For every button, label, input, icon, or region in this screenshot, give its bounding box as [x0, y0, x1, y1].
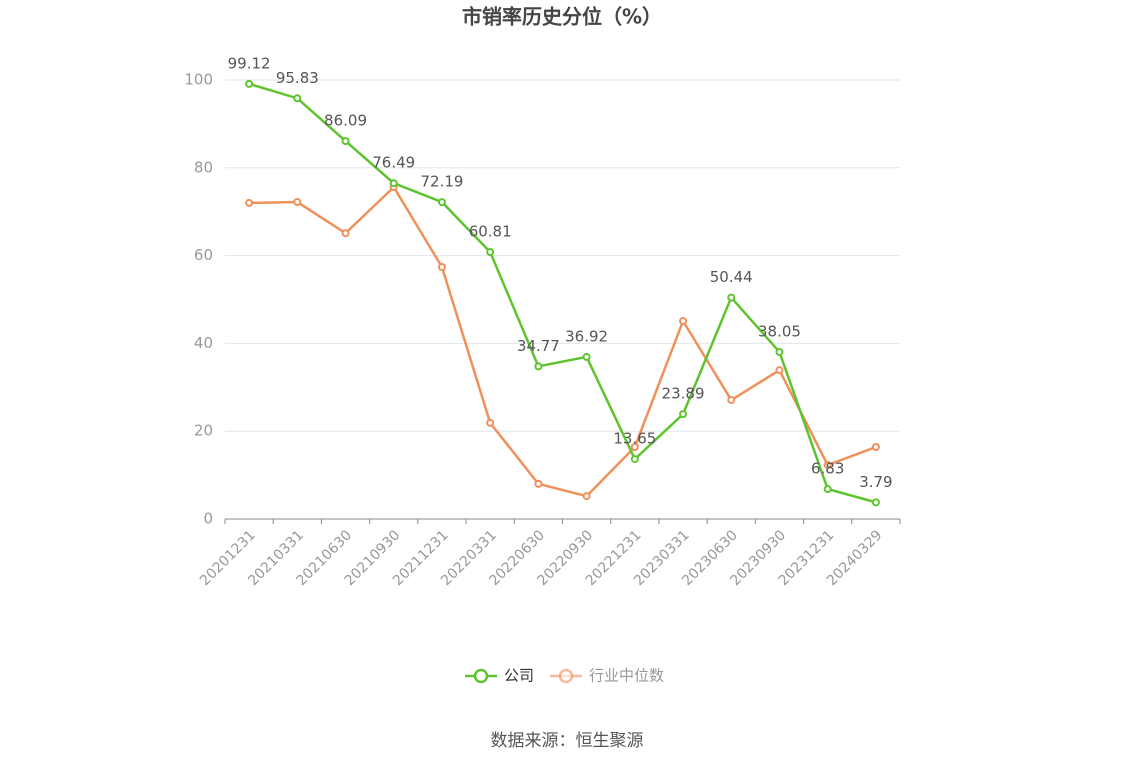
legend-marker [473, 668, 489, 684]
data-point [534, 479, 543, 488]
data-point [775, 366, 784, 375]
data-label: 38.05 [758, 322, 801, 340]
data-point [871, 498, 880, 507]
data-label: 95.83 [276, 69, 319, 87]
data-label: 13.65 [613, 430, 656, 448]
data-point [534, 362, 543, 371]
data-point [582, 492, 591, 501]
legend-marker [558, 668, 574, 684]
data-label: 6.83 [811, 460, 844, 478]
data-label: 99.12 [228, 54, 271, 72]
data-point [245, 79, 254, 88]
data-point [727, 396, 736, 405]
data-label: 76.49 [372, 154, 415, 172]
data-point [486, 418, 495, 427]
y-tick-label: 100 [184, 71, 213, 89]
y-tick-label: 60 [194, 246, 213, 264]
data-point [775, 347, 784, 356]
data-point [823, 485, 832, 494]
data-point [727, 293, 736, 302]
data-point [293, 94, 302, 103]
series-line [248, 82, 877, 504]
data-point [486, 248, 495, 257]
data-point [630, 455, 639, 464]
data-point [437, 263, 446, 272]
data-point [679, 317, 688, 326]
data-point [630, 443, 639, 452]
data-point [245, 198, 254, 207]
data-label: 36.92 [565, 327, 608, 345]
y-tick-label: 20 [194, 422, 213, 440]
data-point [823, 461, 832, 470]
data-point [679, 410, 688, 419]
data-label: 86.09 [324, 112, 367, 130]
legend-label: 行业中位数 [589, 667, 664, 685]
data-point [437, 198, 446, 207]
data-label: 60.81 [469, 223, 512, 241]
data-label: 50.44 [710, 268, 753, 286]
data-label: 34.77 [517, 337, 560, 355]
legend-label: 公司 [504, 667, 534, 685]
data-point [341, 229, 350, 238]
chart-title: 市销率历史分位（%） [462, 5, 662, 29]
data-point [389, 179, 398, 188]
series-line [249, 185, 877, 498]
data-label: 3.79 [859, 473, 892, 491]
data-point [341, 137, 350, 146]
y-tick-label: 0 [203, 510, 213, 528]
y-tick-label: 40 [194, 334, 213, 352]
data-label: 72.19 [420, 173, 463, 191]
data-point [871, 443, 880, 452]
y-tick-label: 80 [194, 158, 213, 176]
data-point [582, 352, 591, 361]
data-label: 23.89 [662, 385, 705, 403]
source-note: 数据来源：恒生聚源 [491, 731, 644, 751]
data-point [293, 198, 302, 207]
